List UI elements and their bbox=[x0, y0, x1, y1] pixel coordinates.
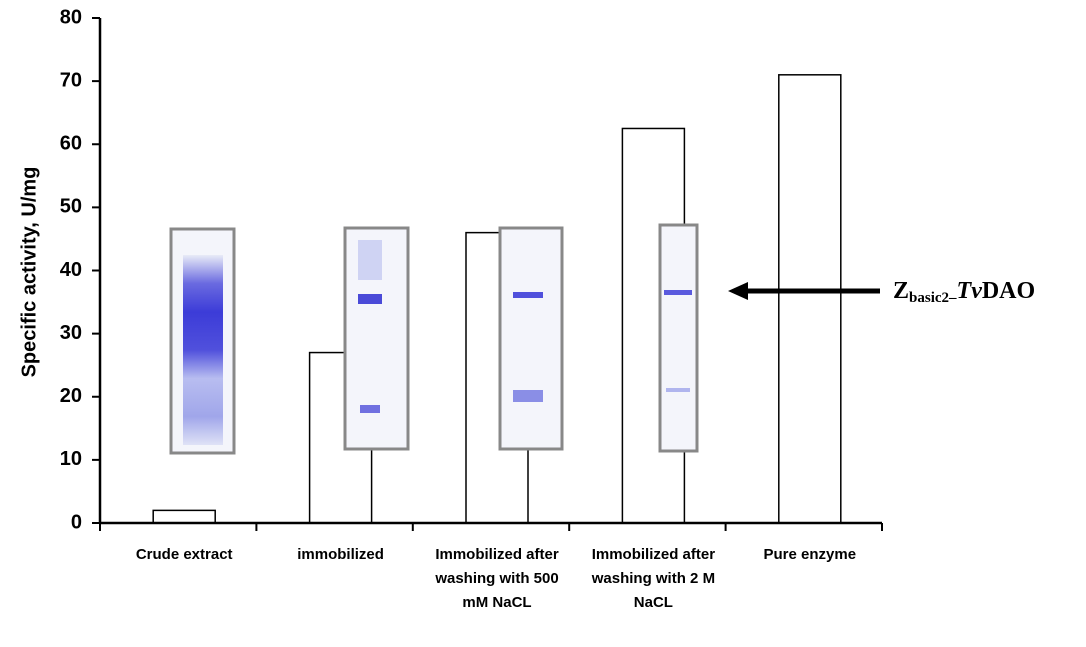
y-tick-label: 10 bbox=[60, 448, 82, 470]
gel-lane bbox=[183, 255, 223, 445]
y-tick-label: 0 bbox=[71, 511, 82, 533]
x-tick-label: Immobilized after washing with 500 mM Na… bbox=[422, 543, 572, 615]
gel-band bbox=[666, 388, 690, 392]
annotation-part: DAO bbox=[982, 278, 1035, 304]
gel bbox=[660, 225, 697, 451]
y-tick-label: 80 bbox=[60, 6, 82, 28]
arrow-head bbox=[728, 282, 748, 300]
y-tick-label: 30 bbox=[60, 322, 82, 344]
annotation-part: Tv bbox=[957, 278, 983, 304]
gel-band bbox=[360, 405, 380, 413]
x-tick-label: Immobilized after washing with 2 M NaCL bbox=[578, 543, 728, 615]
gel-band bbox=[358, 294, 382, 304]
y-tick-label: 20 bbox=[60, 385, 82, 407]
gel-band bbox=[664, 290, 692, 295]
bar bbox=[153, 510, 215, 523]
annotation-part: Z bbox=[893, 278, 909, 304]
page: {"chart_data": {"type": "bar", "y_label"… bbox=[0, 0, 1086, 647]
bar bbox=[779, 75, 841, 523]
gel-band bbox=[513, 292, 543, 298]
y-tick-label: 70 bbox=[60, 69, 82, 91]
y-tick-label: 60 bbox=[60, 133, 82, 155]
annotation: Zbasic2–TvDAO bbox=[893, 278, 1035, 307]
gel-images bbox=[171, 225, 697, 453]
gel-band bbox=[513, 390, 543, 402]
x-tick-label: Pure enzyme bbox=[735, 543, 885, 567]
gel bbox=[500, 228, 562, 449]
y-tick-label: 40 bbox=[60, 259, 82, 281]
y-axis-label: Specific activity, U/mg bbox=[18, 167, 40, 378]
x-tick-label: Crude extract bbox=[109, 543, 259, 567]
x-tick-label: immobilized bbox=[266, 543, 416, 567]
gel-band bbox=[358, 240, 382, 280]
y-tick-label: 50 bbox=[60, 196, 82, 218]
annotation-sub: basic2– bbox=[909, 290, 957, 306]
